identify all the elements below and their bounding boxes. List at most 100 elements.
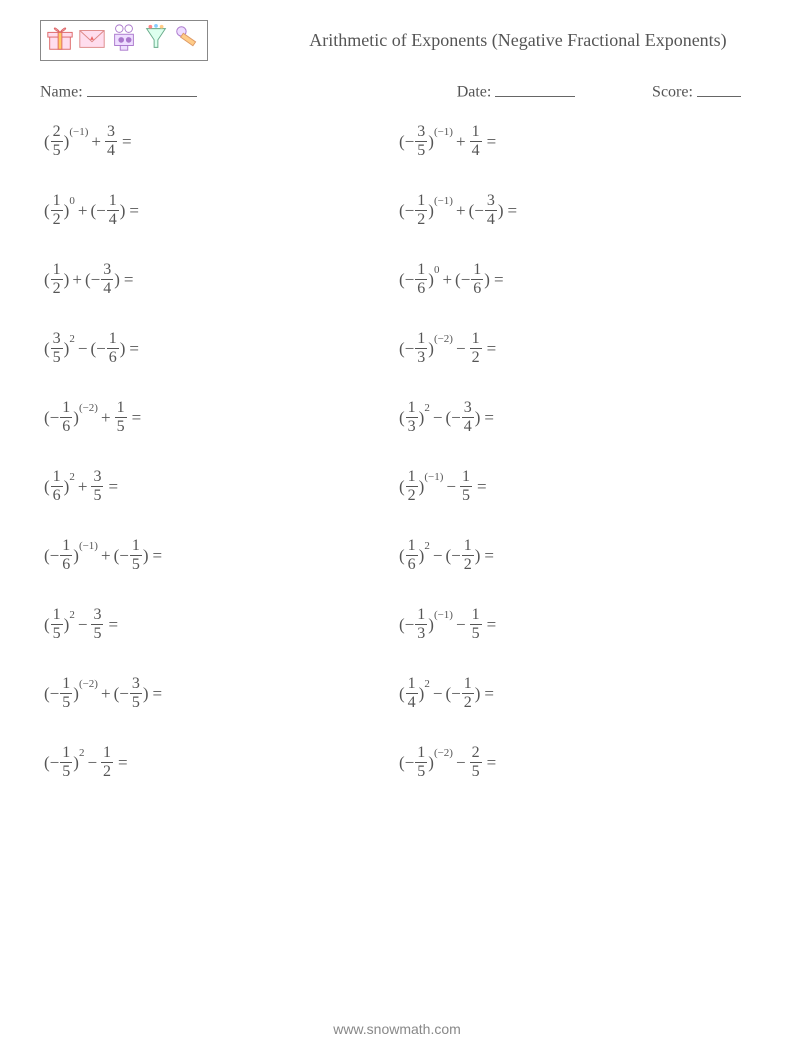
problem: (12)0+(−14) = xyxy=(44,193,399,228)
denominator: 5 xyxy=(51,142,63,159)
equals: = xyxy=(129,202,139,219)
neg-sign: − xyxy=(451,409,461,426)
operator: + xyxy=(101,685,111,702)
operator: + xyxy=(101,547,111,564)
denominator: 5 xyxy=(115,418,127,435)
numerator: 2 xyxy=(51,124,63,142)
fraction: 35 xyxy=(415,124,427,159)
name-blank xyxy=(87,79,197,97)
denominator: 5 xyxy=(470,625,482,642)
denominator: 5 xyxy=(130,556,142,573)
fraction: 35 xyxy=(91,469,103,504)
neg-sign: − xyxy=(119,685,129,702)
numerator: 3 xyxy=(91,469,103,487)
neg-sign: − xyxy=(50,754,60,771)
score-field: Score: xyxy=(652,79,781,102)
numerator: 1 xyxy=(60,745,72,763)
date-label: Date: xyxy=(457,84,492,101)
gift-icon xyxy=(45,23,75,58)
denominator: 2 xyxy=(415,211,427,228)
denominator: 2 xyxy=(51,280,63,297)
problem: (25)(−1)+34 = xyxy=(44,124,399,159)
equals: = xyxy=(487,754,497,771)
fraction: 16 xyxy=(406,538,418,573)
neg-sign: − xyxy=(50,547,60,564)
date-field: Date: xyxy=(457,79,628,102)
neg-sign: − xyxy=(405,133,415,150)
fraction: 13 xyxy=(415,331,427,366)
numerator: 3 xyxy=(105,124,117,142)
numerator: 1 xyxy=(415,262,427,280)
denominator: 6 xyxy=(406,556,418,573)
equals: = xyxy=(108,616,118,633)
exponent: 2 xyxy=(69,334,75,345)
rparen: ) xyxy=(498,202,504,219)
exponent: (−2) xyxy=(79,403,98,414)
numerator: 1 xyxy=(406,469,418,487)
problem: (13)2−(−34) = xyxy=(399,400,754,435)
problems-grid: (25)(−1)+34 =(−35)(−1)+14 =(12)0+(−14) =… xyxy=(40,124,754,780)
problem: (−15)(−2)+(−35) = xyxy=(44,676,399,711)
problem: (−16)(−1)+(−15) = xyxy=(44,538,399,573)
fraction: 25 xyxy=(470,745,482,780)
exponent: (−2) xyxy=(79,679,98,690)
denominator: 3 xyxy=(415,625,427,642)
denominator: 4 xyxy=(470,142,482,159)
neg-sign: − xyxy=(119,547,129,564)
fraction: 15 xyxy=(460,469,472,504)
fraction: 12 xyxy=(462,676,474,711)
numerator: 1 xyxy=(115,400,127,418)
neg-sign: − xyxy=(50,685,60,702)
neg-sign: − xyxy=(405,202,415,219)
problem: (−12)(−1)+(−34) = xyxy=(399,193,754,228)
fraction: 13 xyxy=(415,607,427,642)
problem: (12)(−1)−15 = xyxy=(399,469,754,504)
lparen: ( xyxy=(399,478,405,495)
numerator: 1 xyxy=(107,331,119,349)
neg-sign: − xyxy=(405,271,415,288)
denominator: 5 xyxy=(51,625,63,642)
neg-sign: − xyxy=(405,340,415,357)
exponent: 2 xyxy=(424,403,430,414)
operator: + xyxy=(78,478,88,495)
denominator: 3 xyxy=(415,349,427,366)
fraction: 12 xyxy=(51,262,63,297)
exponent: (−1) xyxy=(69,127,88,138)
fraction: 12 xyxy=(470,331,482,366)
envelope-icon xyxy=(77,23,107,58)
operator: − xyxy=(433,409,443,426)
rparen: ) xyxy=(114,271,120,288)
equals: = xyxy=(153,685,163,702)
numerator: 1 xyxy=(460,469,472,487)
fraction: 16 xyxy=(107,331,119,366)
denominator: 2 xyxy=(462,694,474,711)
problem: (16)2−(−12) = xyxy=(399,538,754,573)
worksheet-page: Arithmetic of Exponents (Negative Fracti… xyxy=(0,0,794,1053)
problem: (−15)2−12 = xyxy=(44,745,399,780)
equals: = xyxy=(129,340,139,357)
numerator: 1 xyxy=(51,607,63,625)
fraction: 16 xyxy=(60,400,72,435)
rparen: ) xyxy=(484,271,490,288)
denominator: 4 xyxy=(105,142,117,159)
operator: + xyxy=(456,133,466,150)
equals: = xyxy=(132,409,142,426)
numerator: 3 xyxy=(91,607,103,625)
fraction: 35 xyxy=(51,331,63,366)
numerator: 1 xyxy=(462,676,474,694)
fraction: 12 xyxy=(462,538,474,573)
camera-icon xyxy=(109,23,139,58)
score-label: Score: xyxy=(652,84,693,101)
fraction: 12 xyxy=(415,193,427,228)
problem: (16)2+35 = xyxy=(44,469,399,504)
neg-sign: − xyxy=(451,685,461,702)
fraction: 34 xyxy=(105,124,117,159)
numerator: 1 xyxy=(60,538,72,556)
problem: (15)2−35 = xyxy=(44,607,399,642)
denominator: 5 xyxy=(415,763,427,780)
header-row: Arithmetic of Exponents (Negative Fracti… xyxy=(40,20,754,61)
fraction: 14 xyxy=(470,124,482,159)
exponent: 2 xyxy=(424,679,430,690)
fraction: 15 xyxy=(60,745,72,780)
operator: − xyxy=(433,685,443,702)
